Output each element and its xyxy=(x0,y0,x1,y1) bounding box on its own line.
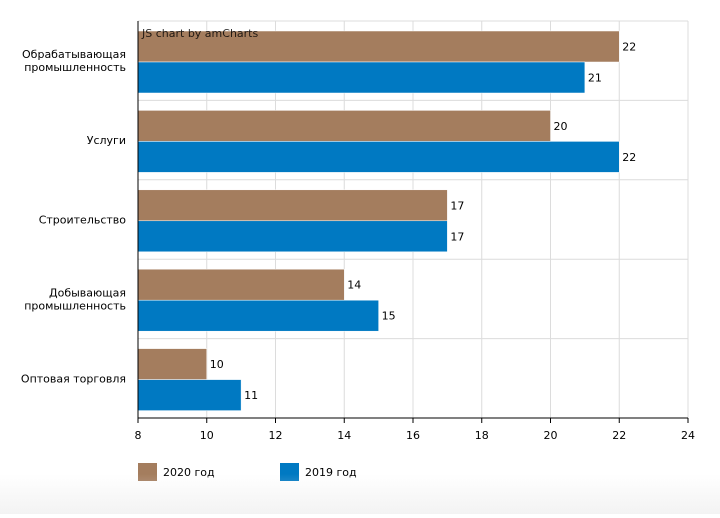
x-tick-label: 10 xyxy=(200,429,214,442)
bar-value-label: 22 xyxy=(622,151,636,164)
bar-value-label: 17 xyxy=(450,230,464,243)
bottom-fade xyxy=(0,474,720,514)
bar-2019[interactable] xyxy=(137,141,620,173)
category-label: Услуги xyxy=(87,134,126,147)
category-label: Обрабатывающая промышленность xyxy=(22,48,126,74)
bar-2020[interactable] xyxy=(137,268,345,301)
bar-value-label: 20 xyxy=(554,120,568,133)
category-label: Добывающая промышленность xyxy=(24,286,126,312)
x-tick-label: 16 xyxy=(406,429,420,442)
bars-layer xyxy=(137,30,620,411)
bar-2019[interactable] xyxy=(137,379,242,411)
bar-value-label: 22 xyxy=(622,41,636,54)
bar-value-label: 14 xyxy=(347,279,361,292)
bar-value-label: 17 xyxy=(450,199,464,212)
x-tick-label: 8 xyxy=(135,429,142,442)
bar-2019[interactable] xyxy=(137,61,586,94)
bar-2020[interactable] xyxy=(137,30,620,63)
bar-value-label: 21 xyxy=(588,72,602,85)
bar-2019[interactable] xyxy=(137,299,379,332)
bar-2020[interactable] xyxy=(137,348,207,380)
x-tick-label: 14 xyxy=(337,429,351,442)
bar-value-label: 10 xyxy=(210,358,224,371)
x-tick-label: 18 xyxy=(475,429,489,442)
bar-2019[interactable] xyxy=(137,220,448,253)
category-label: Оптовая торговля xyxy=(21,372,126,385)
x-tick-label: 22 xyxy=(612,429,626,442)
chart-credit[interactable]: JS chart by amCharts xyxy=(141,27,258,40)
bar-value-label: 11 xyxy=(244,389,258,402)
bar-value-label: 15 xyxy=(382,310,396,323)
x-tick-label: 24 xyxy=(681,429,695,442)
labels-layer: 8 10 12 14 16 18 20 22 24 Обрабатывающая промышлен… xyxy=(21,41,695,443)
category-label: Строительство xyxy=(39,214,127,227)
bar-2020[interactable] xyxy=(137,189,448,222)
x-tick-label: 12 xyxy=(269,429,283,442)
x-tick-label: 20 xyxy=(544,429,558,442)
bar-2020[interactable] xyxy=(137,110,551,142)
axis-layer xyxy=(137,21,689,423)
